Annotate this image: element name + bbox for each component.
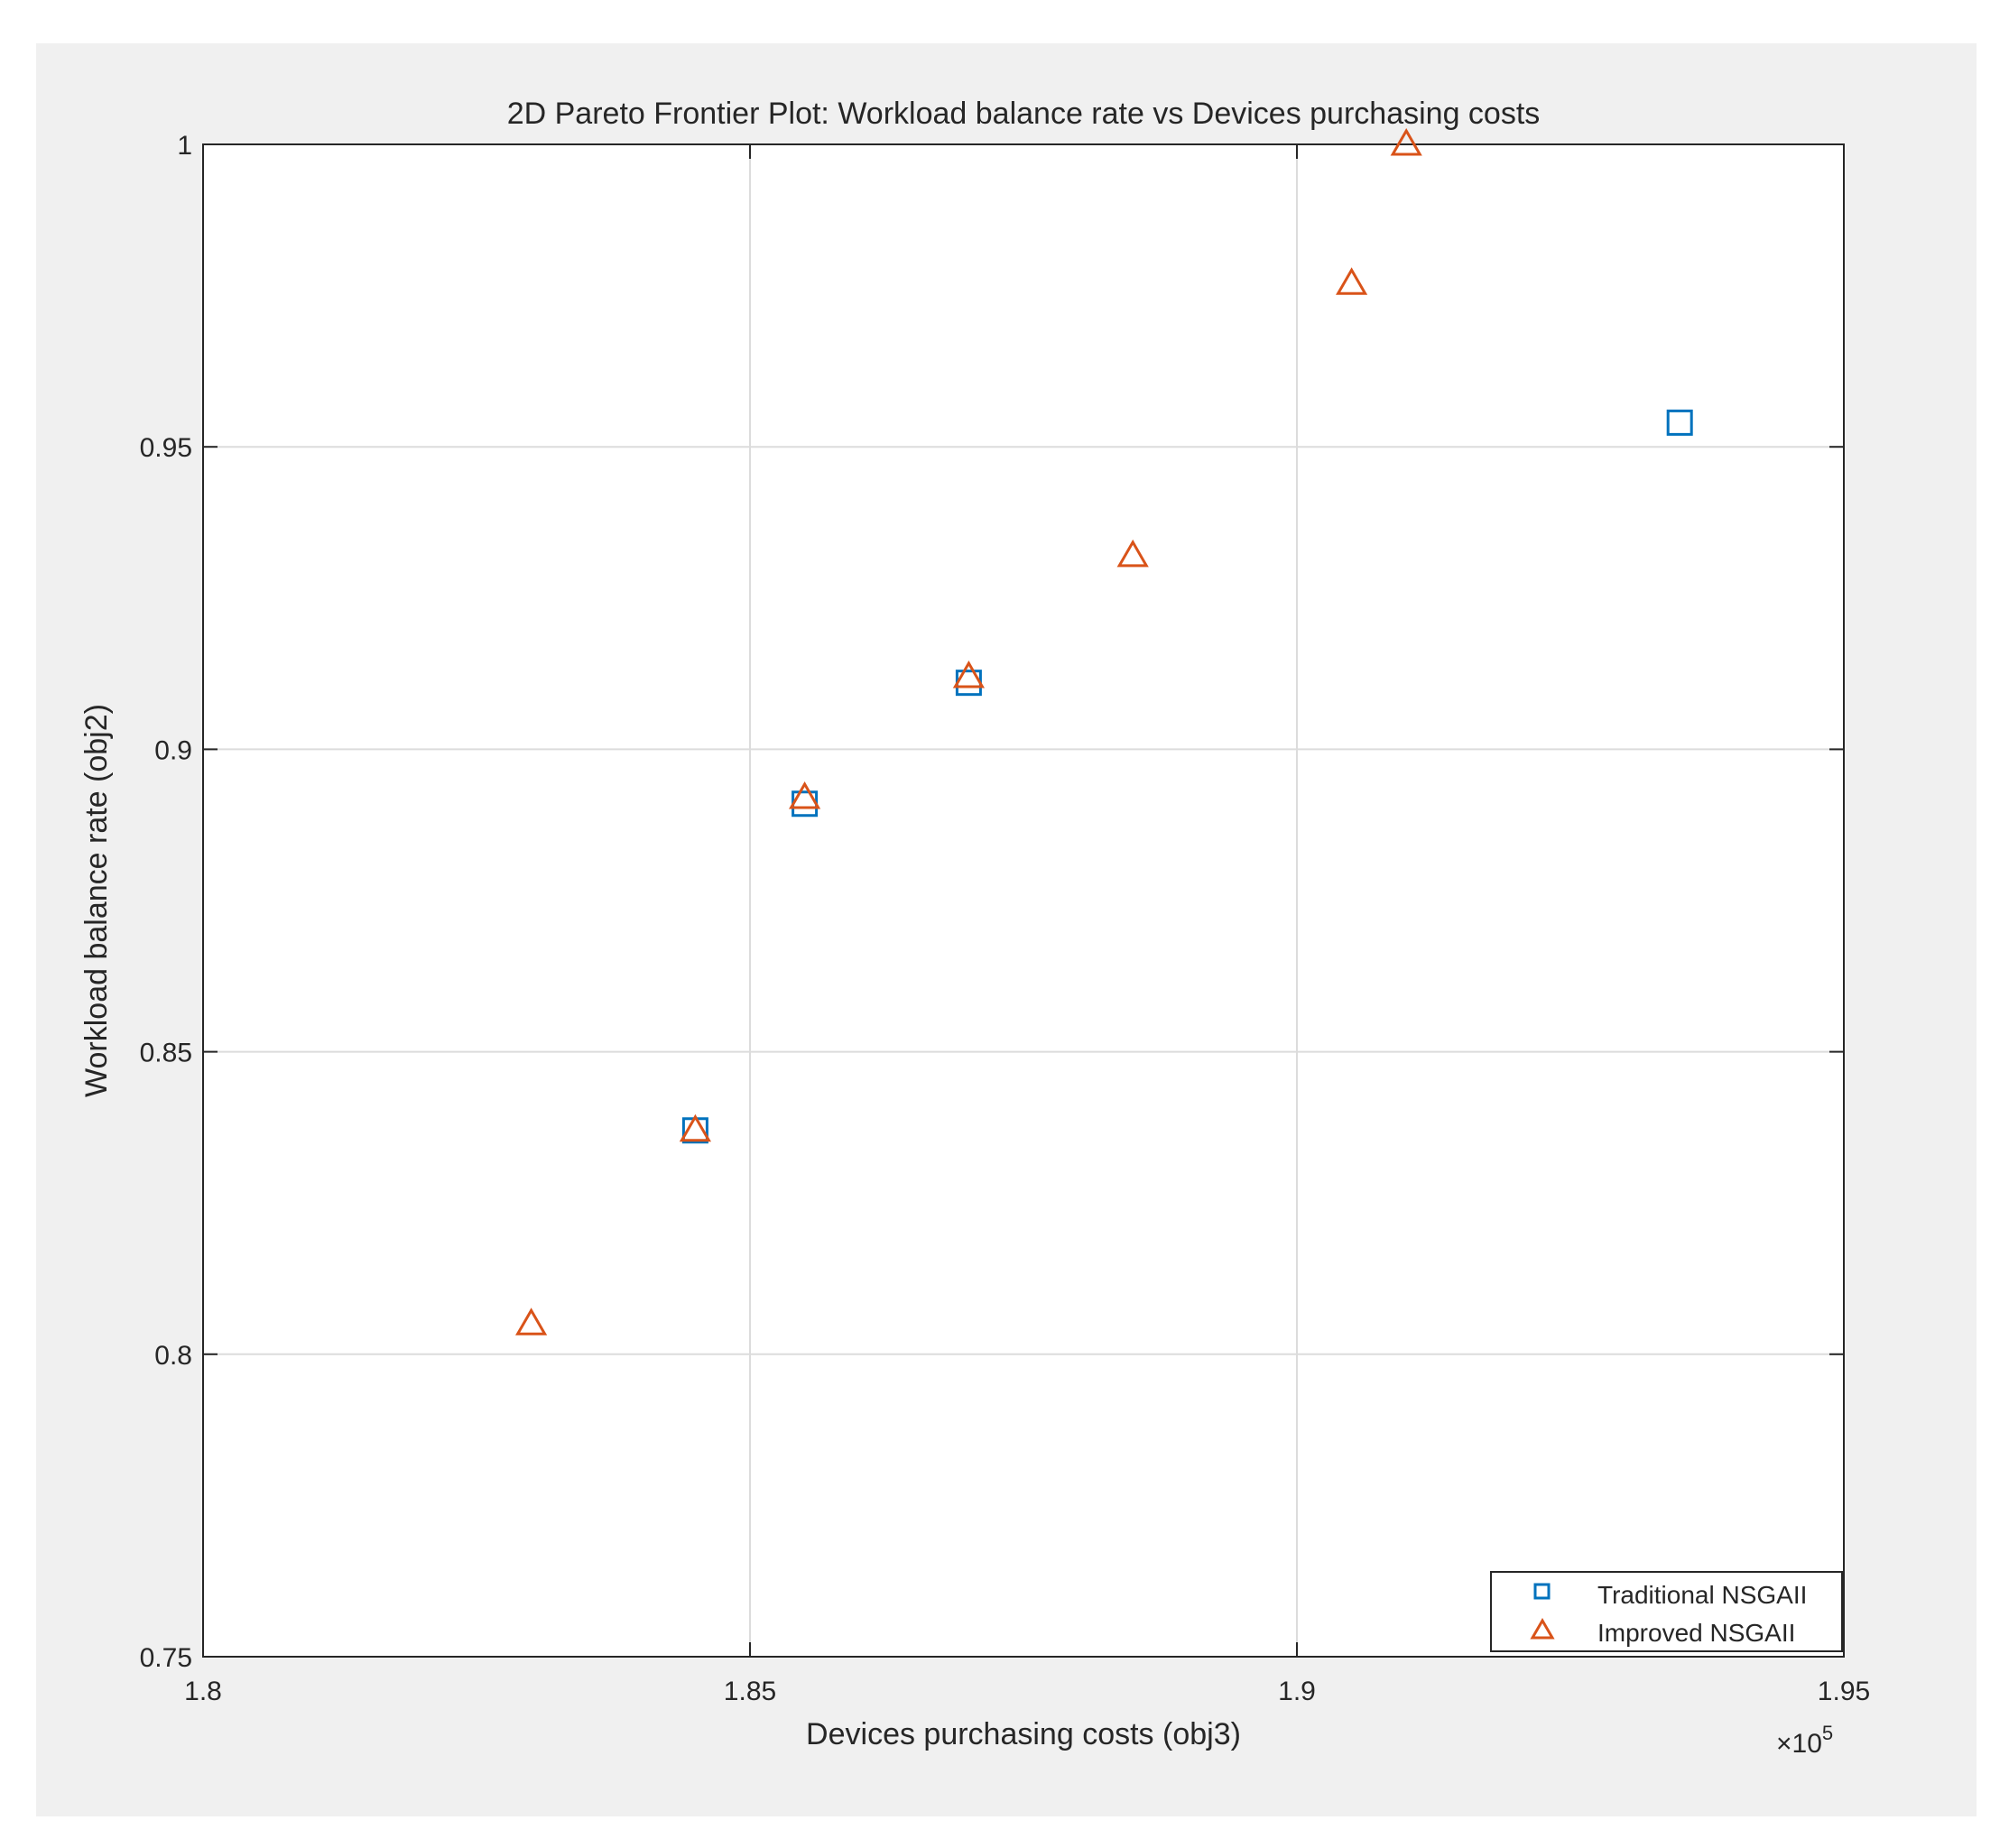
plot-box [202, 143, 1845, 1658]
y-tick-label: 0.8 [154, 1341, 192, 1371]
legend-label-improved: Improved NSGAII [1597, 1619, 1795, 1647]
x-tick-label: 1.95 [1818, 1677, 1870, 1706]
axis-ticks: 1.8 1.85 1.9 1.95 0.75 0.8 0.85 0.9 0.95 1 [140, 131, 1871, 1706]
traditional-nsgaii-point [1666, 409, 1693, 436]
improved-nsgaii-point [789, 781, 821, 809]
x-tick-label: 1.85 [724, 1677, 776, 1706]
x-exponent-label: ×105 [1776, 1722, 1833, 1759]
grid-lines [203, 144, 1844, 1657]
x-axis-label: Devices purchasing costs (obj3) [806, 1717, 1241, 1751]
legend-triangle-marker [1530, 1618, 1555, 1640]
legend-square-marker [1533, 1583, 1551, 1600]
improved-nsgaii-point [1116, 539, 1149, 568]
x-tick-label: 1.8 [184, 1677, 222, 1706]
y-tick-label: 0.75 [140, 1643, 192, 1673]
improved-nsgaii-point [1336, 267, 1368, 295]
data-markers [515, 127, 1693, 1335]
y-axis-label: Workload balance rate (obj2) [79, 704, 114, 1097]
legend-label-traditional: Traditional NSGAII [1597, 1581, 1807, 1609]
x-exponent-power: 5 [1822, 1722, 1833, 1744]
legend: Traditional NSGAII Improved NSGAII [1490, 1571, 1843, 1652]
chart-title: 2D Pareto Frontier Plot: Workload balanc… [507, 97, 1541, 131]
y-tick-label: 0.9 [154, 735, 192, 765]
x-tick-label: 1.9 [1278, 1677, 1316, 1706]
plot-area [203, 144, 1844, 1657]
y-tick-label: 0.95 [140, 433, 192, 463]
improved-nsgaii-point [952, 660, 985, 688]
improved-nsgaii-point [515, 1307, 548, 1335]
y-tick-label: 0.85 [140, 1039, 192, 1068]
improved-nsgaii-point [1390, 127, 1422, 156]
improved-nsgaii-point [679, 1113, 711, 1142]
y-tick-label: 1 [177, 131, 192, 161]
